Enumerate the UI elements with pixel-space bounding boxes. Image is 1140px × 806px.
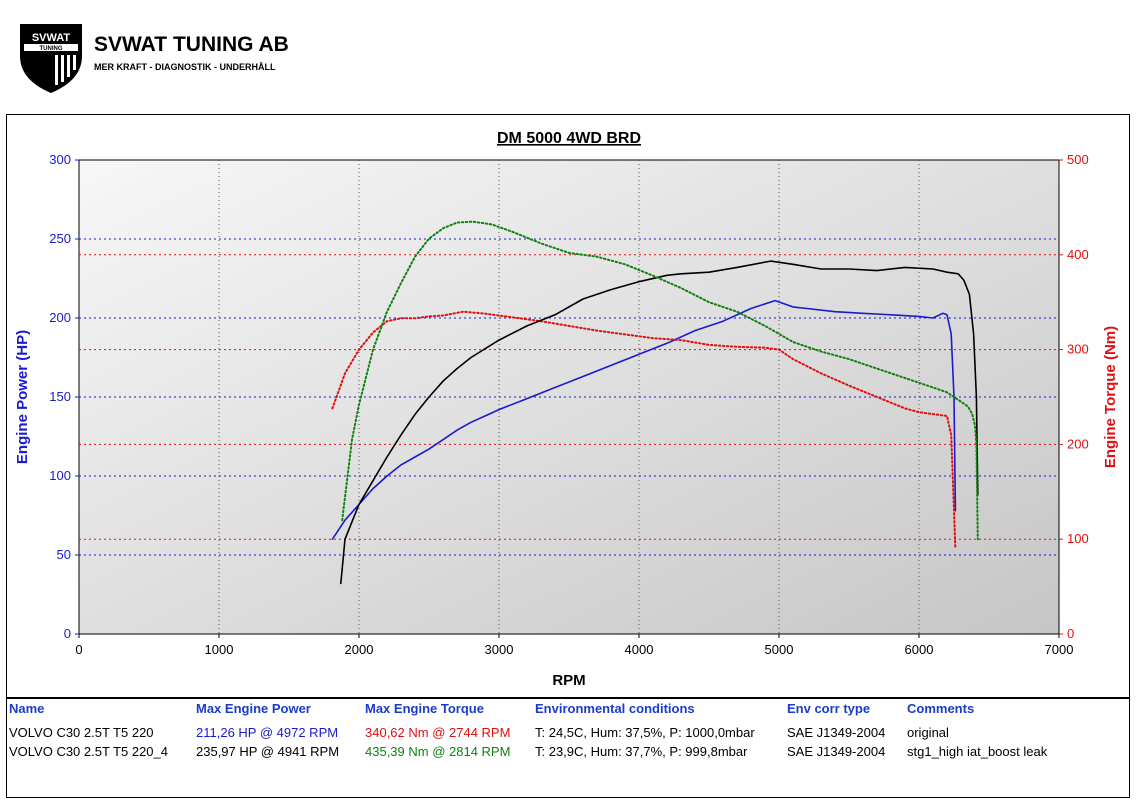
brand-logo: SVWAT TUNING SVWAT TUNING AB MER KRAFT -… — [0, 0, 330, 104]
row2-max-power: 235,97 HP @ 4941 RPM — [196, 744, 340, 759]
row1-name: VOLVO C30 2.5T T5 220 — [9, 725, 154, 740]
y2-tick-label: 100 — [1067, 531, 1089, 546]
x-tick-label: 6000 — [905, 642, 934, 657]
x-axis-label: RPM — [552, 672, 585, 689]
dyno-chart: DM 5000 4WD BRD 0 1000 2000 3000 4000 5000 600… — [14, 130, 1119, 689]
brand-tagline: MER KRAFT - DIAGNOSTIK - UNDERHÅLL — [94, 62, 276, 72]
row1-comments: original — [907, 725, 949, 740]
series-line-2-torque — [331, 310, 957, 550]
x-tick-label: 5000 — [765, 642, 794, 657]
x-tick-label: 4000 — [625, 642, 654, 657]
header-env-corr-type: Env corr type — [787, 701, 871, 716]
row2-env-corr-type: SAE J1349-2004 — [787, 744, 886, 759]
x-tick-label: 7000 — [1045, 642, 1074, 657]
shield-emblem-icon — [20, 24, 82, 93]
row1-max-power: 211,26 HP @ 4972 RPM — [196, 725, 339, 740]
row2-name: VOLVO C30 2.5T T5 220_4 — [9, 744, 168, 759]
x-tick-label: 0 — [75, 642, 82, 657]
y-axis-label: Engine Power (HP) — [14, 330, 31, 464]
series-line-3-power — [339, 260, 979, 585]
y-tick-label: 150 — [49, 389, 71, 404]
y2-tick-label: 0 — [1067, 626, 1074, 641]
results-table: Name Max Engine Power Max Engine Torque … — [6, 698, 1130, 798]
row1-max-torque: 340,62 Nm @ 2744 RPM — [365, 725, 511, 740]
row1-env-corr-type: SAE J1349-2004 — [787, 725, 886, 740]
y-tick-label: 0 — [64, 626, 71, 641]
y2-tick-label: 400 — [1067, 247, 1089, 262]
header-max-power: Max Engine Power — [196, 701, 311, 716]
emblem-stripes-icon — [55, 55, 76, 85]
x-tick-label: 1000 — [205, 642, 234, 657]
y-tick-label: 250 — [49, 231, 71, 246]
axes: 0 1000 2000 3000 4000 5000 6000 700005010015020… — [49, 152, 1088, 657]
y-tick-label: 200 — [49, 310, 71, 325]
x-tick-label: 3000 — [485, 642, 514, 657]
y2-axis-label: Engine Torque (Nm) — [1102, 326, 1119, 468]
header-max-torque: Max Engine Torque — [365, 701, 484, 716]
x-tick-label: 2000 — [345, 642, 374, 657]
y2-tick-label: 500 — [1067, 152, 1089, 167]
brand-name: SVWAT TUNING AB — [94, 33, 289, 56]
logo-graphic: SVWAT TUNING SVWAT TUNING AB MER KRAFT -… — [20, 24, 289, 93]
series-line-4-torque — [341, 220, 979, 541]
row2-comments: stg1_high iat_boost leak — [907, 744, 1048, 759]
chart-title: DM 5000 4WD BRD — [497, 130, 641, 147]
y-tick-label: 50 — [57, 547, 71, 562]
y2-tick-label: 300 — [1067, 342, 1089, 357]
row2-max-torque: 435,39 Nm @ 2814 RPM — [365, 744, 511, 759]
header-name: Name — [9, 701, 45, 716]
series-line-1-power — [331, 299, 957, 541]
header-env-conditions: Environmental conditions — [535, 701, 695, 716]
grid — [79, 160, 1059, 634]
y2-tick-label: 200 — [1067, 436, 1089, 451]
dyno-chart-frame: DM 5000 4WD BRD 0 1000 2000 3000 4000 5000 600… — [6, 114, 1130, 698]
series-layer — [331, 220, 979, 585]
emblem-band — [24, 44, 78, 51]
y-tick-label: 100 — [49, 468, 71, 483]
row2-env-conditions: T: 23,9C, Hum: 37,7%, P: 999,8mbar — [535, 744, 748, 759]
row1-env-conditions: T: 24,5C, Hum: 37,5%, P: 1000,0mbar — [535, 725, 755, 740]
emblem-subtext: TUNING — [40, 46, 63, 52]
header-comments: Comments — [907, 701, 975, 716]
y-tick-label: 300 — [49, 152, 71, 167]
emblem-text: SVWAT — [32, 32, 71, 44]
